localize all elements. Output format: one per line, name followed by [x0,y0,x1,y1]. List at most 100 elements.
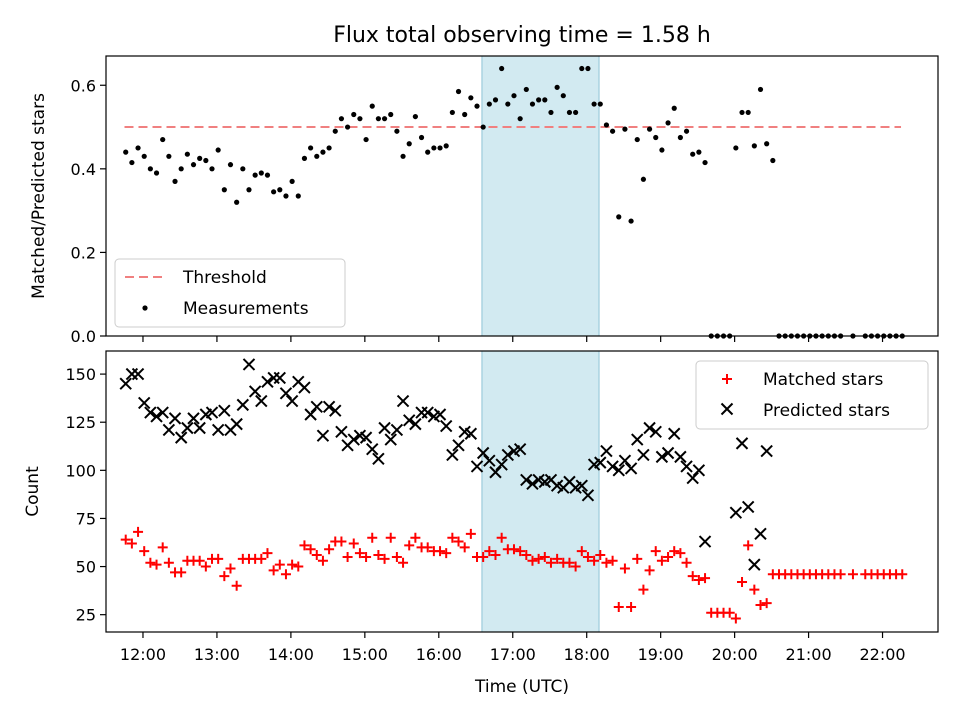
matched-stars-point [213,553,224,564]
predicted-stars-point [748,558,761,571]
measurement-point [203,157,209,164]
matched-stars-point [379,553,390,564]
matched-stars-point [391,551,402,562]
measurement-point [474,103,480,109]
measurement-point [190,162,197,168]
y-axis-label: Count [23,466,43,517]
matched-stars-point [601,557,612,568]
measurement-point [468,95,474,101]
matched-stars-point [336,536,347,547]
matched-stars-point [367,532,378,543]
measurement-point [671,105,677,111]
predicted-stars-point [316,429,330,442]
matched-stars-point [626,601,637,612]
predicted-stars-point [378,421,391,435]
predicted-stars-point [520,473,533,487]
matched-stars-point [465,528,476,539]
highlight-span [481,55,600,337]
measurement-point [357,116,363,122]
y-tick-label: 50 [76,558,96,577]
measurement-point [646,126,653,132]
predicted-stars-point [304,408,317,421]
measurement-point [221,187,227,193]
x-tick-label: 13:00 [194,645,240,664]
legend-measurements-swatch [142,305,148,311]
measurement-point [418,134,425,141]
measurement-point [511,93,517,99]
matched-stars-point [305,544,316,555]
predicted-stars-point [218,404,231,417]
predicted-stars-point [668,427,681,440]
measurement-point [425,149,431,155]
y-tick-label: 0.6 [71,76,96,95]
measurement-point [505,101,511,107]
predicted-stars-point [396,394,410,408]
measurement-point [135,145,141,151]
predicted-stars-point [618,454,632,467]
x-tick-label: 18:00 [564,645,610,664]
x-tick-label: 17:00 [490,645,536,664]
matched-stars-point [496,532,507,543]
measurement-point [295,193,301,199]
predicted-stars-point [760,444,773,458]
measurement-point [529,101,536,107]
matched-stars-point [515,546,526,557]
predicted-stars-point [181,421,194,435]
measurement-point [271,189,277,195]
predicted-stars-point [446,448,459,462]
predicted-stars-point [347,433,360,446]
matched-stars-point [847,569,858,580]
matched-stars-point [527,555,538,566]
predicted-stars-point [439,419,453,433]
matched-stars-point [484,546,495,557]
matched-stars-point [256,553,267,564]
measurement-point [166,153,172,159]
matched-stars-point [656,555,667,566]
predicted-stars-point [735,437,749,450]
matched-stars-point [700,573,711,584]
legend-measurements-label: Measurements [183,299,309,319]
matched-stars-point [681,557,692,568]
matched-stars-point [280,569,291,580]
x-tick-label: 19:00 [638,645,684,664]
matched-stars-point [157,542,168,553]
measurement-point [690,151,696,157]
legend: Threshold Measurements [114,258,346,328]
measurement-point [351,111,357,118]
predicted-stars-point [285,394,299,408]
matched-stars-point [539,551,550,562]
measurement-point [375,116,382,122]
predicted-stars-point [298,381,311,394]
matched-stars-point [490,550,501,561]
measurement-point [160,136,166,143]
predicted-stars-point [138,396,151,410]
predicted-stars-point [631,433,644,446]
measurement-point [215,147,221,153]
predicted-stars-point [230,417,243,431]
predicted-stars-point [144,406,157,419]
y-tick-label: 0.0 [71,327,96,346]
x-tick-label: 20:00 [712,645,758,664]
measurement-point [739,109,745,116]
measurement-point [437,145,443,151]
matched-stars-point [607,555,618,566]
panel-ratio: 0.0 0.2 0.4 0.6 Matched/Predicted stars Thres… [29,55,939,346]
matched-stars-point [354,548,365,559]
matched-stars-point [268,565,279,576]
matched-stars-point [262,548,273,559]
measurement-point [326,145,332,151]
matched-stars-point [644,565,655,576]
matched-stars-point [613,601,624,612]
predicted-stars-point [470,460,484,473]
measurement-point [702,159,708,166]
measurement-point [455,88,462,95]
predicted-stars-point [205,406,219,419]
predicted-stars-point [476,446,490,460]
measurement-point [486,101,492,107]
measurement-point [147,166,153,172]
predicted-stars-point [372,452,385,465]
measurement-point [301,155,308,161]
matched-stars-point [348,538,359,549]
measurement-point [640,176,647,182]
measurement-point [548,109,554,116]
